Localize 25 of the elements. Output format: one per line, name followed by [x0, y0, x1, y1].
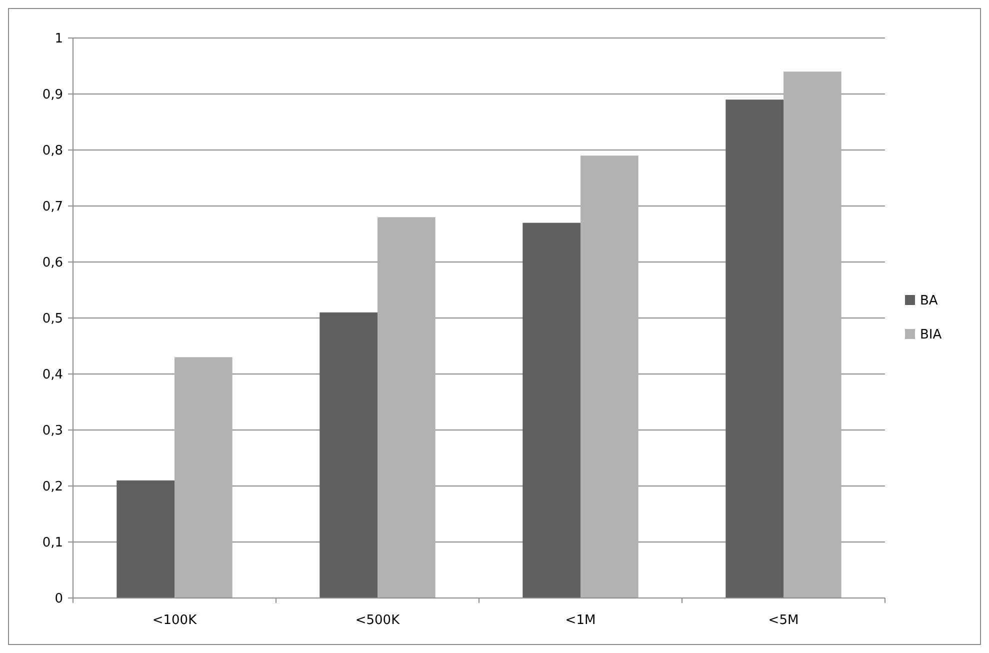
y-tick-label: 0,9 — [42, 88, 63, 103]
bar — [522, 222, 580, 598]
bar — [726, 100, 784, 598]
bar — [378, 217, 436, 598]
legend-label: BA — [920, 294, 938, 309]
y-tick-label: 0,8 — [42, 144, 63, 159]
bar — [784, 72, 842, 598]
y-tick-label: 0,7 — [42, 200, 63, 215]
x-tick-label: <5M — [768, 613, 799, 628]
bar — [580, 156, 638, 598]
x-tick-label: <1M — [565, 613, 596, 628]
bar — [174, 357, 232, 598]
x-tick-label: <100K — [152, 613, 198, 628]
legend-label: BIA — [920, 328, 942, 343]
y-tick-label: 0,3 — [42, 424, 63, 439]
x-tick-label: <500K — [355, 613, 400, 628]
bar — [116, 480, 174, 598]
y-tick-label: 1 — [54, 32, 63, 47]
y-tick-label: 0,6 — [42, 256, 63, 271]
bar — [320, 312, 378, 598]
y-tick-label: 0,4 — [42, 368, 63, 383]
y-tick-label: 0,5 — [42, 312, 63, 327]
y-tick-label: 0 — [54, 592, 63, 607]
y-tick-label: 0,1 — [42, 536, 63, 551]
y-tick-label: 0,2 — [42, 480, 63, 495]
